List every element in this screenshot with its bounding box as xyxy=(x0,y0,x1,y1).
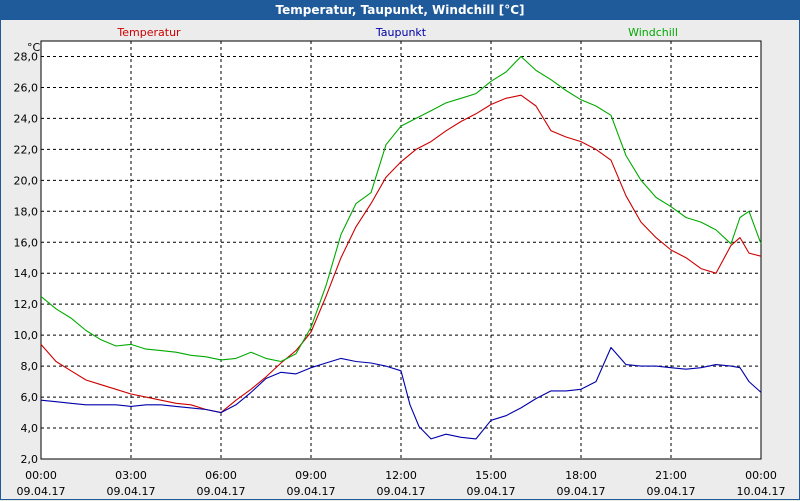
y-tick-label: 16,0 xyxy=(14,236,39,249)
x-tick-date: 09.04.17 xyxy=(287,485,336,498)
series-line-temperatur xyxy=(40,94,762,414)
y-tick-label: 24,0 xyxy=(14,112,39,125)
x-tick-date: 09.04.17 xyxy=(377,485,426,498)
x-tick-date: 09.04.17 xyxy=(557,485,606,498)
x-tick-time: 00:00 xyxy=(25,469,57,482)
legend: Temperatur Taupunkt Windchill xyxy=(116,26,678,39)
y-tick-label: 10,0 xyxy=(14,329,39,342)
y-tick-label: 6,0 xyxy=(21,391,39,404)
y-tick-label: 28,0 xyxy=(14,50,39,63)
y-tick-label: 22,0 xyxy=(14,143,39,156)
legend-windchill: Windchill xyxy=(628,26,678,39)
x-tick-time: 18:00 xyxy=(565,469,597,482)
x-tick-time: 03:00 xyxy=(115,469,147,482)
x-tick-date: 09.04.17 xyxy=(467,485,516,498)
series-line-taupunkt xyxy=(40,346,762,440)
x-tick-time: 00:00 xyxy=(745,469,777,482)
series-lines xyxy=(40,55,762,440)
y-tick-label: 12,0 xyxy=(14,298,39,311)
y-axis-unit: °C xyxy=(27,41,41,54)
y-tick-label: 4,0 xyxy=(21,422,39,435)
window-title: Temperatur, Taupunkt, Windchill [°C] xyxy=(1,1,799,20)
x-tick-time: 09:00 xyxy=(295,469,327,482)
x-tick-date: 09.04.17 xyxy=(647,485,696,498)
x-axis-ticks: 00:00 09.04.17 03:00 09.04.17 06:00 09.04.17 0… xyxy=(17,469,786,498)
series-line-windchill xyxy=(40,55,762,363)
x-tick-date: 09.04.17 xyxy=(197,485,246,498)
legend-taupunkt: Taupunkt xyxy=(375,26,427,39)
x-tick-date: 09.04.17 xyxy=(107,485,156,498)
grid-lines xyxy=(41,41,761,459)
x-tick-time: 21:00 xyxy=(655,469,687,482)
x-tick-time: 12:00 xyxy=(385,469,417,482)
x-tick-date: 10.04.17 xyxy=(737,485,786,498)
x-tick-date: 09.04.17 xyxy=(17,485,66,498)
y-tick-label: 8,0 xyxy=(21,360,39,373)
y-tick-label: 20,0 xyxy=(14,174,39,187)
x-tick-time: 06:00 xyxy=(205,469,237,482)
y-tick-label: 26,0 xyxy=(14,81,39,94)
legend-temperatur: Temperatur xyxy=(116,26,181,39)
y-tick-label: 2,0 xyxy=(21,453,39,466)
y-tick-label: 18,0 xyxy=(14,205,39,218)
y-tick-label: 14,0 xyxy=(14,267,39,280)
y-axis-ticks: 2,0 4,0 6,0 8,0 10,0 12,0 14,0 16,0 18,0 20,0 22,0… xyxy=(14,50,39,466)
x-tick-time: 15:00 xyxy=(475,469,507,482)
